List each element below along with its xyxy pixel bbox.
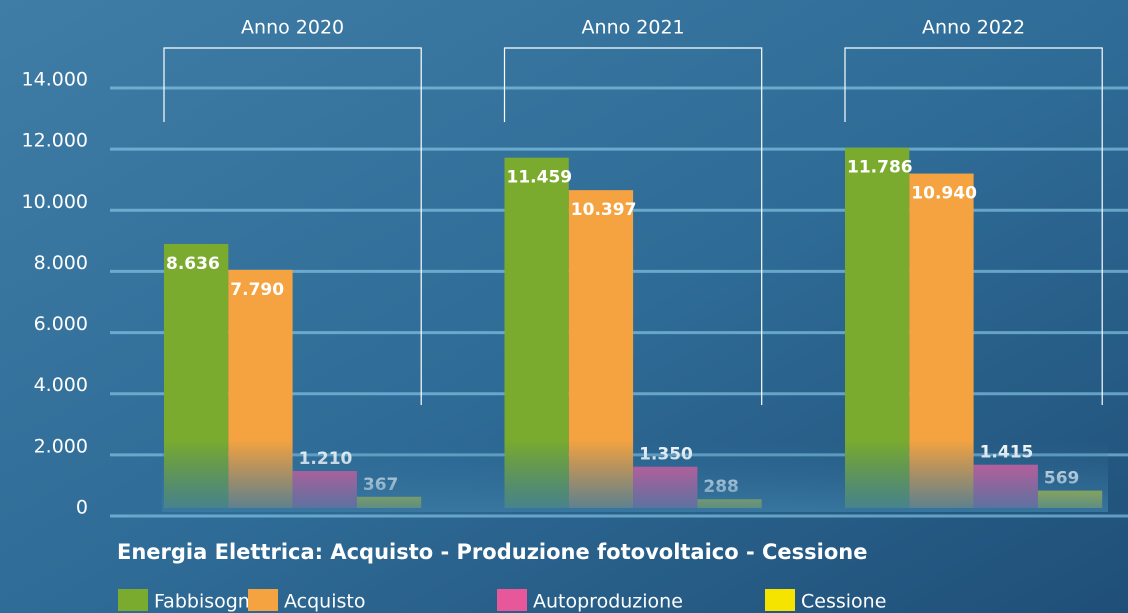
y-tick-label: 2.000 [34,435,88,457]
data-label: 11.459 [507,168,573,188]
legend-swatch [248,589,278,611]
bracket [163,47,422,405]
data-label: 8.636 [166,254,220,274]
data-label: 7.790 [230,280,284,300]
bracket [503,47,763,405]
legend-label: Cessione [801,591,886,613]
data-label: 10.940 [911,184,977,204]
chart-title: Energia Elettrica: Acquisto - Produzione… [117,540,867,564]
y-tick-label: 4.000 [34,374,88,396]
legend-swatch [765,589,795,611]
y-tick-label: 12.000 [22,130,88,152]
y-tick-label: 6.000 [34,313,88,335]
plot-area: 0 2.000 4.000 6.000 8.000 10.000 12.000 14.000 A… [22,17,1128,519]
legend-swatch [497,589,527,611]
bracket [844,47,1103,405]
data-label: 10.397 [571,200,637,220]
legend-label: Autoproduzione [533,591,683,613]
bar-fade [162,440,1108,512]
y-tick-label: 10.000 [22,191,88,213]
y-tick-label: 14.000 [22,69,88,91]
x-tick-label: Anno 2022 [922,17,1025,39]
data-label: 11.786 [847,158,913,178]
legend-swatch [118,589,148,611]
x-tick-label: Anno 2021 [582,17,685,39]
y-tick-label: 0 [76,497,88,519]
y-tick-label: 8.000 [34,252,88,274]
x-tick-label: Anno 2020 [241,17,344,39]
legend-label: Fabbisogno [154,591,261,613]
legend-label: Acquisto [284,591,365,613]
